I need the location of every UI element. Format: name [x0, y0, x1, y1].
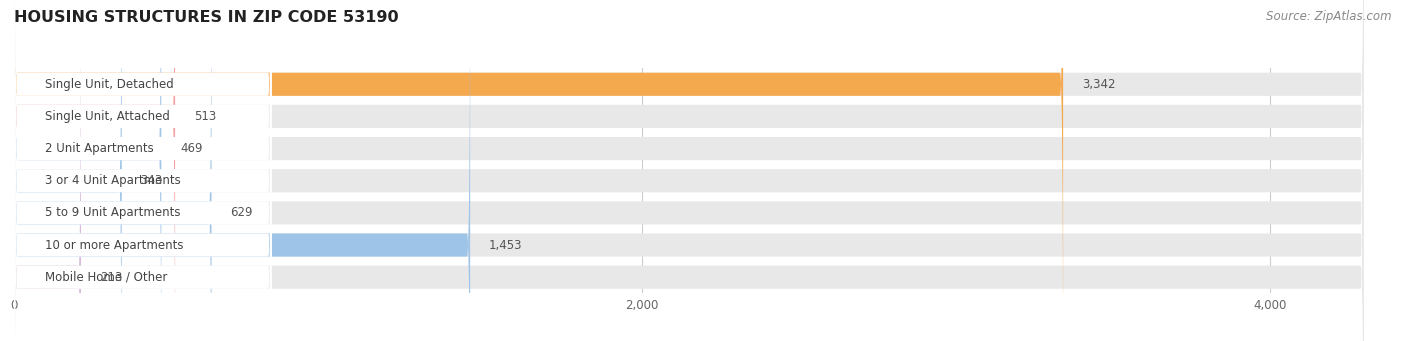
FancyBboxPatch shape: [14, 0, 211, 341]
FancyBboxPatch shape: [14, 0, 176, 341]
FancyBboxPatch shape: [14, 0, 1364, 341]
Text: Mobile Home / Other: Mobile Home / Other: [45, 271, 167, 284]
FancyBboxPatch shape: [14, 0, 1364, 341]
FancyBboxPatch shape: [14, 0, 271, 341]
Text: Source: ZipAtlas.com: Source: ZipAtlas.com: [1267, 10, 1392, 23]
FancyBboxPatch shape: [14, 0, 1364, 341]
FancyBboxPatch shape: [14, 0, 271, 341]
Text: 213: 213: [100, 271, 122, 284]
Text: 469: 469: [180, 142, 202, 155]
Text: 2 Unit Apartments: 2 Unit Apartments: [45, 142, 153, 155]
Text: 3 or 4 Unit Apartments: 3 or 4 Unit Apartments: [45, 174, 181, 187]
FancyBboxPatch shape: [14, 0, 271, 341]
FancyBboxPatch shape: [14, 0, 271, 341]
Text: 513: 513: [194, 110, 217, 123]
Text: Single Unit, Attached: Single Unit, Attached: [45, 110, 170, 123]
FancyBboxPatch shape: [14, 0, 82, 341]
Text: 10 or more Apartments: 10 or more Apartments: [45, 239, 183, 252]
Text: Single Unit, Detached: Single Unit, Detached: [45, 78, 174, 91]
FancyBboxPatch shape: [14, 0, 1364, 341]
Text: HOUSING STRUCTURES IN ZIP CODE 53190: HOUSING STRUCTURES IN ZIP CODE 53190: [14, 10, 399, 25]
FancyBboxPatch shape: [14, 0, 470, 341]
FancyBboxPatch shape: [14, 0, 271, 341]
Text: 5 to 9 Unit Apartments: 5 to 9 Unit Apartments: [45, 206, 180, 219]
Text: 629: 629: [231, 206, 253, 219]
FancyBboxPatch shape: [14, 0, 162, 341]
FancyBboxPatch shape: [14, 0, 1364, 341]
FancyBboxPatch shape: [14, 0, 271, 341]
FancyBboxPatch shape: [14, 0, 271, 341]
Text: 1,453: 1,453: [489, 239, 523, 252]
FancyBboxPatch shape: [14, 0, 122, 341]
FancyBboxPatch shape: [14, 0, 1063, 341]
Text: 343: 343: [141, 174, 163, 187]
FancyBboxPatch shape: [14, 0, 1364, 341]
FancyBboxPatch shape: [14, 0, 1364, 341]
Text: 3,342: 3,342: [1083, 78, 1115, 91]
